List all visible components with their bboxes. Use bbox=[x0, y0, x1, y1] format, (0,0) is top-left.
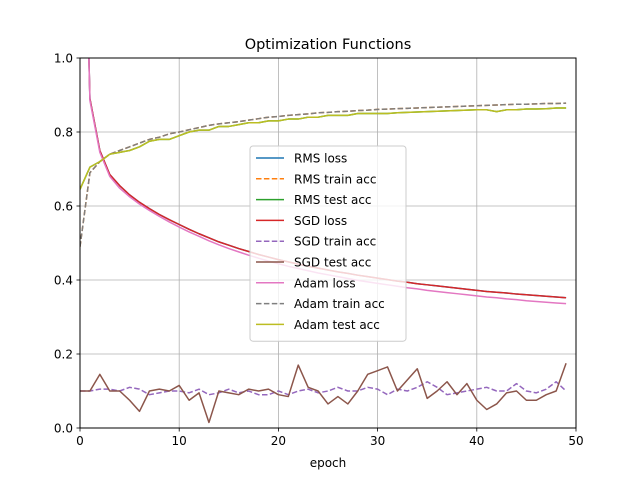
x-tick-label: 50 bbox=[568, 434, 583, 448]
legend-entry-label: SGD loss bbox=[294, 214, 347, 228]
y-tick-label: 0.6 bbox=[54, 199, 73, 213]
y-tick-label: 0.2 bbox=[54, 347, 73, 361]
legend-entry-label: Adam test acc bbox=[294, 318, 380, 332]
series-line-sgd-test-acc bbox=[80, 362, 567, 424]
legend-entry-label: RMS test acc bbox=[294, 193, 372, 207]
chart-title: Optimization Functions bbox=[245, 37, 412, 53]
legend-entry-label: RMS train acc bbox=[294, 172, 376, 186]
legend-entry-label: Adam train acc bbox=[294, 297, 385, 311]
x-tick-label: 10 bbox=[172, 434, 187, 448]
axis-ticks: 0 10 20 30 40 50 0.0 0.2 0.4 0.6 0.8 1.0 bbox=[54, 51, 584, 448]
y-tick-label: 0.0 bbox=[54, 421, 73, 435]
legend-entry-label: SGD train acc bbox=[294, 235, 376, 249]
x-tick-label: 0 bbox=[76, 434, 84, 448]
series-line-adam-test-acc bbox=[80, 107, 567, 190]
plot-frame bbox=[79, 57, 577, 429]
legend-entry-label: RMS loss bbox=[294, 152, 347, 166]
series-line-adam-train-acc bbox=[80, 102, 567, 247]
x-tick-label: 40 bbox=[469, 434, 484, 448]
legend-entry-label: Adam loss bbox=[294, 276, 356, 290]
legend-box bbox=[249, 145, 407, 342]
legend-entry-label: SGD test acc bbox=[294, 256, 371, 270]
x-tick-label: 30 bbox=[370, 434, 385, 448]
y-tick-label: 1.0 bbox=[54, 51, 73, 65]
x-tick-label: 20 bbox=[271, 434, 286, 448]
y-tick-label: 0.4 bbox=[54, 273, 73, 287]
legend: RMS loss RMS train acc RMS test acc SGD los… bbox=[249, 145, 407, 342]
y-tick-label: 0.8 bbox=[54, 125, 73, 139]
x-axis-label: epoch bbox=[310, 456, 347, 470]
series-line-sgd-train-acc bbox=[80, 381, 567, 396]
